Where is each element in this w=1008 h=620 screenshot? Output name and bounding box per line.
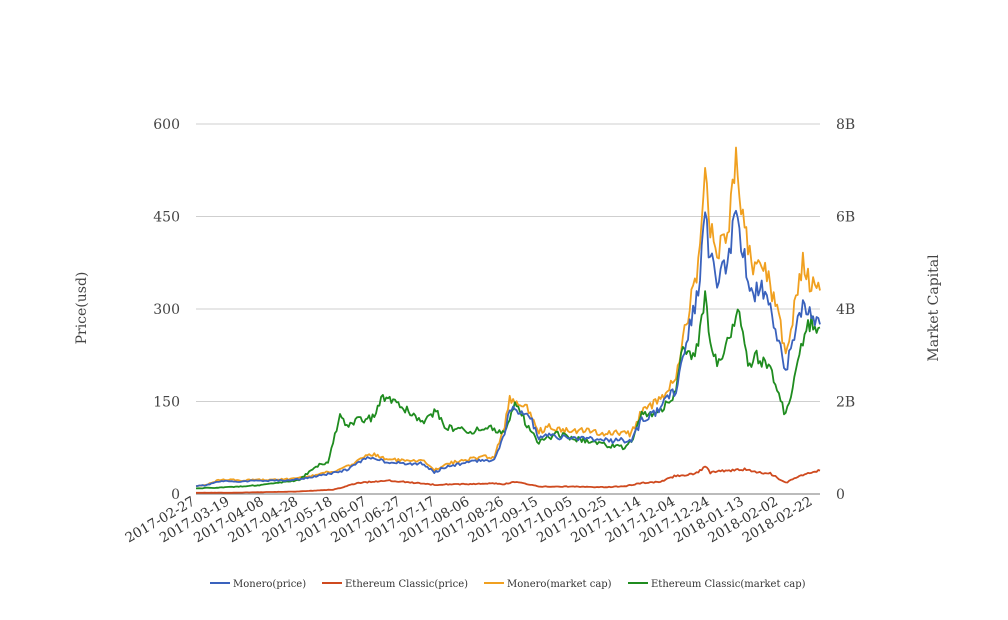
y2-axis-label: Market Capital — [926, 254, 942, 362]
y-tick-label: 600 — [153, 117, 180, 133]
legend-label: Monero(price) — [233, 579, 306, 590]
y2-tick-label: 4B — [836, 302, 855, 318]
x-axis-ticks: 2017-02-272017-03-192017-04-082017-04-28… — [123, 494, 816, 547]
y2-tick-label: 0 — [836, 487, 845, 503]
series-line-3 — [195, 290, 821, 490]
series-line-2 — [195, 146, 821, 487]
y-axis-label: Price(usd) — [74, 272, 90, 345]
legend-label: Ethereum Classic(market cap) — [651, 579, 806, 590]
y2-tick-label: 6B — [836, 210, 855, 226]
series-lines — [195, 146, 821, 494]
legend: Monero(price) Ethereum Classic(price) Mone… — [210, 579, 806, 590]
y2-tick-label: 8B — [836, 117, 855, 133]
legend-label: Ethereum Classic(price) — [345, 579, 468, 590]
series-line-1 — [196, 465, 821, 494]
grid-lines — [196, 123, 820, 495]
y-tick-label: 0 — [171, 487, 180, 503]
y-tick-label: 450 — [153, 210, 180, 226]
y2-tick-label: 2B — [836, 395, 855, 411]
y-axis-right-ticks: 0 2B 4B 6B 8B — [836, 117, 855, 503]
series-line-0 — [195, 209, 821, 488]
y-tick-label: 150 — [153, 395, 180, 411]
y-tick-label: 300 — [153, 302, 180, 318]
legend-label: Monero(market cap) — [507, 579, 612, 590]
y-axis-left-ticks: 0 150 300 450 600 — [153, 117, 180, 503]
